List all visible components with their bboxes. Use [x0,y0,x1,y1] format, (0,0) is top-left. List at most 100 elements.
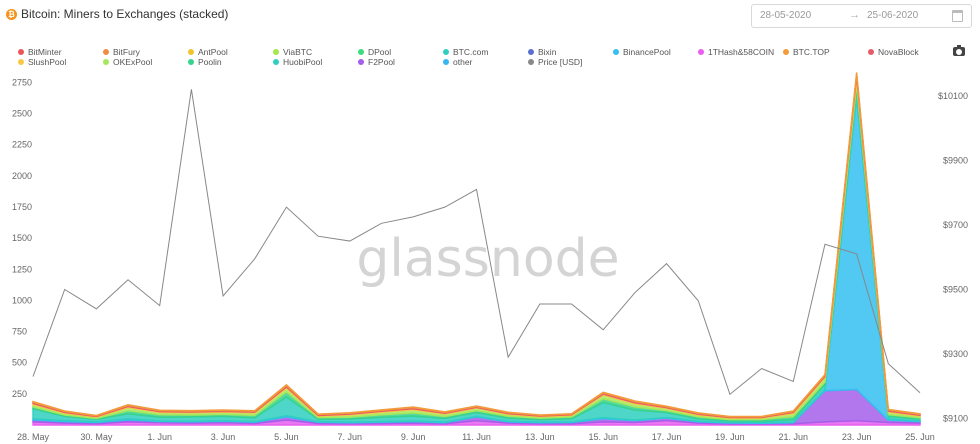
legend-label: BTC.TOP [793,47,830,57]
y-right-tick-label: $9100 [943,414,968,424]
y-left-tick-label: 2000 [12,171,32,181]
x-tick-label: 5. Jun [274,432,299,442]
legend-swatch [273,49,279,55]
y-left-tick-label: 750 [12,327,27,337]
legend-label: BitMinter [28,47,62,57]
legend-label: BitFury [113,47,140,57]
legend-swatch [783,49,789,55]
x-tick-label: 17. Jun [652,432,682,442]
legend-label: Bixin [538,47,557,57]
y-right-tick-label: $9700 [943,220,968,230]
legend-swatch [273,59,279,65]
legend-swatch [18,49,24,55]
legend-label: Poolin [198,57,222,67]
legend-item-btc-com[interactable]: BTC.com [443,47,488,57]
legend-swatch [358,49,364,55]
legend-item-viabtc[interactable]: ViaBTC [273,47,312,57]
y-left-tick-label: 2250 [12,140,32,150]
y-left-tick-label: 2750 [12,77,32,87]
legend-swatch [358,59,364,65]
x-tick-label: 3. Jun [211,432,236,442]
legend-label: 1THash&58COIN [708,47,775,57]
x-tick-label: 23. Jun [842,432,872,442]
legend-item-bitminter[interactable]: BitMinter [18,47,62,57]
y-left-tick-label: 1500 [12,233,32,243]
legend-label: HuobiPool [283,57,323,67]
x-tick-label: 28. May [17,432,50,442]
legend-label: BinancePool [623,47,671,57]
x-tick-label: 11. Jun [462,432,491,442]
legend-label: ViaBTC [283,47,313,57]
x-tick-label: 13. Jun [525,432,555,442]
y-right-tick-label: $10100 [938,91,968,101]
legend-item-btc-top[interactable]: BTC.TOP [783,47,830,57]
legend-label: AntPool [198,47,228,57]
legend-swatch [443,59,449,65]
y-right-tick-label: $9300 [943,349,968,359]
legend-item-f2pool[interactable]: F2Pool [358,57,395,67]
x-tick-label: 9. Jun [401,432,426,442]
legend-item-novablock[interactable]: NovaBlock [868,47,919,57]
legend-item-okexpool[interactable]: OKExPool [103,57,152,67]
x-tick-label: 7. Jun [338,432,363,442]
legend-swatch [528,49,534,55]
legend-swatch [103,49,109,55]
y-left-tick-label: 250 [12,389,27,399]
date-from-input[interactable]: 28-05-2020 [760,10,812,21]
legend-swatch [188,59,194,65]
legend-label: NovaBlock [878,47,919,57]
legend-label: Price [USD] [538,57,583,67]
legend-item-slushpool[interactable]: SlushPool [18,57,66,67]
date-range-picker[interactable]: 28-05-2020 → 25-06-2020 [751,4,972,28]
legend-label: F2Pool [368,57,395,67]
legend-label: DPool [368,47,392,57]
y-left-tick-label: 1250 [12,264,32,274]
calendar-icon[interactable] [952,10,963,22]
y-left-tick-label: 1750 [12,202,32,212]
legend-label: OKExPool [113,57,153,67]
x-tick-label: 15. Jun [588,432,618,442]
chart-legend: BitMinter BitFury AntPool ViaBTC DPool BTC.co… [0,44,940,74]
legend-item-bixin[interactable]: Bixin [528,47,556,57]
legend-item-dpool[interactable]: DPool [358,47,391,57]
y-left-tick-label: 2500 [12,109,32,119]
legend-item-poolin[interactable]: Poolin [188,57,222,67]
y-right-tick-label: $9900 [943,155,968,165]
y-left-tick-label: 500 [12,358,27,368]
legend-swatch [188,49,194,55]
legend-item-bitfury[interactable]: BitFury [103,47,140,57]
y-left-tick-label: 1000 [12,295,32,305]
legend-item-huobipool[interactable]: HuobiPool [273,57,322,67]
arrow-right-icon: → [849,9,860,21]
x-tick-label: 19. Jun [715,432,745,442]
camera-icon[interactable] [953,45,965,56]
legend-label: other [453,57,473,67]
legend-item-price-usd[interactable]: Price [USD] [528,57,582,67]
chart-title: Bitcoin: Miners to Exchanges (stacked) [21,7,229,21]
legend-swatch [698,49,704,55]
legend-label: SlushPool [28,57,67,67]
x-tick-label: 25. Jun [905,432,935,442]
legend-swatch [868,49,874,55]
x-tick-label: 21. Jun [779,432,809,442]
legend-item-antpool[interactable]: AntPool [188,47,228,57]
legend-swatch [528,59,534,65]
legend-item-1thash-58coin[interactable]: 1THash&58COIN [698,47,774,57]
legend-swatch [613,49,619,55]
series-area-btc-top [32,72,921,418]
chart-header: ₿ Bitcoin: Miners to Exchanges (stacked)… [0,0,980,34]
legend-label: BTC.com [453,47,489,57]
series-line-price-usd [32,89,921,396]
legend-item-other[interactable]: other [443,57,472,67]
x-tick-label: 1. Jun [147,432,172,442]
legend-swatch [103,59,109,65]
legend-swatch [18,59,24,65]
legend-item-binancepool[interactable]: BinancePool [613,47,671,57]
date-to-input[interactable]: 25-06-2020 [867,10,919,21]
bitcoin-icon: ₿ [6,9,17,20]
legend-swatch [443,49,449,55]
x-tick-label: 30. May [80,432,113,442]
watermark: glassnode [356,229,619,289]
y-right-tick-label: $9500 [943,284,968,294]
